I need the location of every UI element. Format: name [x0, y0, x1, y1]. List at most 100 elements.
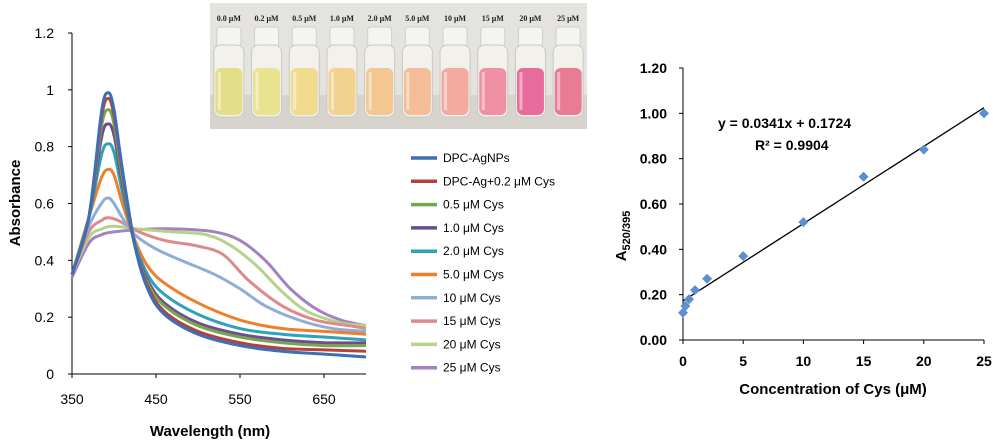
right-y-tick-label: 0.00: [640, 332, 667, 348]
vial-label: 2.0 μM: [368, 14, 393, 23]
vial-liquid: [554, 68, 582, 115]
left-x-tick-label: 550: [228, 391, 252, 407]
left-x-tick-label: 450: [144, 391, 168, 407]
vial-cap: [329, 26, 355, 48]
left-y-tick-label: 0.4: [35, 252, 55, 268]
vial-liquid: [403, 68, 431, 115]
data-point: [680, 301, 691, 311]
legend-label: DPC-Ag+0.2 μM Cys: [443, 174, 555, 188]
right-x-tick-label: 15: [856, 353, 872, 369]
right-y-tick-label: 0.60: [640, 196, 667, 212]
vial-label: 10 μM: [444, 14, 467, 23]
vial-cap: [254, 26, 280, 48]
vial-label: 0.2 μM: [255, 14, 280, 23]
data-point: [702, 273, 713, 284]
vial-liquid: [215, 68, 243, 115]
vial-cap: [216, 26, 242, 48]
left-y-axis-title: Absorbance: [7, 160, 24, 247]
data-point: [798, 217, 809, 228]
calibration-points: [678, 108, 989, 318]
right-y-axis-title: A520/395: [613, 211, 633, 262]
vial-highlight: [255, 72, 259, 110]
left-x-tick-label: 650: [312, 391, 336, 407]
fit-line-group: [682, 107, 985, 302]
data-point: [738, 251, 749, 262]
vial-cap: [480, 26, 506, 48]
vial-highlight: [330, 72, 334, 110]
vial-cap: [517, 26, 543, 48]
legend-label: 20 μM Cys: [443, 337, 501, 351]
vial-liquid: [366, 68, 394, 115]
left-axes: 0 0.2 0.4 0.6 0.8 1 1.2 350 450 550 650: [35, 25, 366, 407]
left-y-tick-label: 1.2: [35, 25, 55, 41]
spectra-legend: DPC-AgNPs DPC-Ag+0.2 μM Cys 0.5 μM Cys 1.0 …: [411, 151, 555, 375]
vial-label: 0.5 μM: [292, 14, 317, 23]
spectrum-line: [70, 224, 367, 328]
vial-highlight: [557, 72, 561, 110]
fit-equation: y = 0.0341x + 0.1724: [718, 115, 851, 131]
right-x-tick-label: 25: [976, 353, 992, 369]
vial-label: 20 μM: [519, 14, 542, 23]
data-point: [858, 171, 869, 182]
left-y-tick-label: 0.2: [35, 309, 55, 325]
right-x-tick-label: 10: [796, 353, 812, 369]
vial-highlight: [293, 72, 297, 110]
right-y-tick-label: 0.20: [640, 287, 667, 303]
vial-highlight: [519, 72, 523, 110]
vial-label: 5.0 μM: [405, 14, 430, 23]
vial-highlight: [481, 72, 485, 110]
vial-liquid: [328, 68, 356, 115]
vial-cap: [442, 26, 468, 48]
vial-label: 15 μM: [482, 14, 505, 23]
spectrum-line: [70, 91, 367, 359]
legend-label: 25 μM Cys: [443, 361, 501, 375]
absorbance-spectra-chart: 0 0.2 0.4 0.6 0.8 1 1.2 350 450 550 650 Wavelength…: [7, 25, 555, 440]
left-y-tick-label: 1: [46, 82, 54, 98]
legend-label: 10 μM Cys: [443, 291, 501, 305]
right-x-tick-label: 20: [916, 353, 932, 369]
vial-cap: [367, 26, 393, 48]
legend-label: 2.0 μM Cys: [443, 244, 504, 258]
vial-cap: [291, 26, 317, 48]
right-y-tick-label: 1.00: [640, 105, 667, 121]
right-y-tick-label: 0.80: [640, 151, 667, 167]
data-point: [684, 294, 695, 305]
vial-label: 25 μM: [557, 14, 580, 23]
fit-r-squared: R² = 0.9904: [755, 137, 829, 153]
right-x-tick-label: 5: [739, 353, 747, 369]
left-y-tick-label: 0: [46, 366, 54, 382]
right-y-tick-label: 0.40: [640, 241, 667, 257]
right-x-axis-title: Concentration of Cys (μM): [739, 381, 927, 398]
right-axes: 0.00 0.20 0.40 0.60 0.80 1.00 1.20 0 5 10 15 20 25: [640, 60, 992, 369]
legend-label: 1.0 μM Cys: [443, 221, 504, 235]
vial-liquid: [516, 68, 544, 115]
vial-liquid: [253, 68, 281, 115]
vial-cap: [555, 26, 581, 48]
spectrum-line: [70, 196, 367, 333]
spectrum-line: [70, 216, 367, 331]
vial-highlight: [444, 72, 448, 110]
vial-liquid: [479, 68, 507, 115]
right-y-axis-title-sub: 520/395: [621, 211, 633, 251]
data-point: [918, 144, 929, 155]
left-y-tick-label: 0.6: [35, 196, 55, 212]
legend-label: 0.5 μM Cys: [443, 198, 504, 212]
right-y-axis-title-main: A: [613, 250, 630, 261]
legend-label: DPC-AgNPs: [443, 151, 510, 165]
vial-cap: [404, 26, 430, 48]
right-x-tick-label: 0: [679, 353, 687, 369]
spectrum-line: [70, 227, 367, 328]
vial-liquid: [441, 68, 469, 115]
legend-label: 5.0 μM Cys: [443, 268, 504, 282]
spectrum-line: [70, 142, 367, 342]
vial-label: 1.0 μM: [330, 14, 355, 23]
vial-highlight: [368, 72, 372, 110]
vial-label: 0.0 μM: [217, 14, 242, 23]
vial-highlight: [406, 72, 410, 110]
vials-photo-inset: 0.0 μM 0.2 μM 0.5 μM 1.0 μM 2.0 μM 5.0 μM 10 μ…: [210, 3, 587, 129]
spectrum-line: [70, 167, 367, 336]
left-x-tick-label: 350: [60, 391, 84, 407]
data-point: [979, 108, 989, 119]
vial-highlight: [217, 72, 221, 110]
left-y-tick-label: 0.8: [35, 139, 55, 155]
